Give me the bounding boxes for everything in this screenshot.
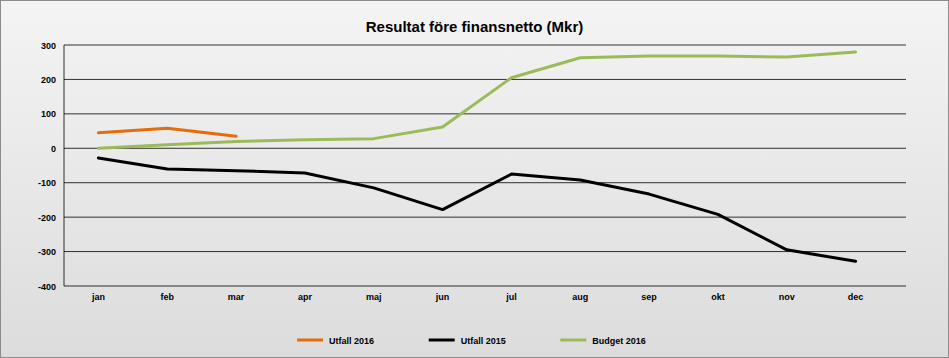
legend: Utfall 2016 Utfall 2015 Budget 2016 <box>297 336 646 346</box>
grid-line <box>64 45 906 46</box>
x-tick-label: apr <box>298 292 313 302</box>
title: Resultat före finansnetto (Mkr) <box>366 18 584 35</box>
x-axis: jan feb mar apr maj jun jul aug sep okt nov dec <box>91 292 863 302</box>
x-tick-label: maj <box>366 292 382 302</box>
grid-line <box>64 113 906 114</box>
y-tick-label: 300 <box>41 41 56 51</box>
grid-line <box>64 217 906 218</box>
y-axis-line <box>64 45 65 286</box>
y-axis: -400 -300 -200 -100 0 100 200 300 <box>38 41 906 292</box>
x-tick-label: jan <box>91 292 105 302</box>
legend-label: Utfall 2015 <box>461 336 506 346</box>
background <box>1 1 949 358</box>
x-tick-label: jun <box>435 292 450 302</box>
y-tick-label: -400 <box>38 282 56 292</box>
x-tick-label: okt <box>711 292 725 302</box>
y-tick-label: 100 <box>41 109 56 119</box>
x-tick-label: nov <box>779 292 795 302</box>
grid-line <box>64 182 906 183</box>
series-line <box>98 158 855 261</box>
y-tick-label: 0 <box>51 144 56 154</box>
grid-line <box>64 251 906 252</box>
grid-line <box>64 286 906 287</box>
grid-line <box>64 79 906 80</box>
legend-swatch <box>297 339 323 342</box>
y-tick-label: -300 <box>38 247 56 257</box>
legend-swatch <box>429 339 455 342</box>
x-tick-label: feb <box>161 292 175 302</box>
x-tick-label: aug <box>572 292 588 302</box>
x-tick-label: dec <box>848 292 864 302</box>
lines <box>98 52 855 261</box>
legend-label: Budget 2016 <box>592 336 646 346</box>
x-tick-label: mar <box>228 292 245 302</box>
legend-label: Utfall 2016 <box>329 336 374 346</box>
legend-swatch <box>560 339 586 342</box>
x-tick-label: jul <box>505 292 517 302</box>
grid-line <box>64 148 906 149</box>
y-tick-label: -200 <box>38 213 56 223</box>
y-tick-label: -100 <box>38 178 56 188</box>
chart: Resultat före finansnetto (Mkr)-400-300-… <box>0 0 949 358</box>
x-tick-label: sep <box>641 292 657 302</box>
series-line <box>98 52 855 148</box>
y-tick-label: 200 <box>41 75 56 85</box>
series-line <box>98 128 236 136</box>
